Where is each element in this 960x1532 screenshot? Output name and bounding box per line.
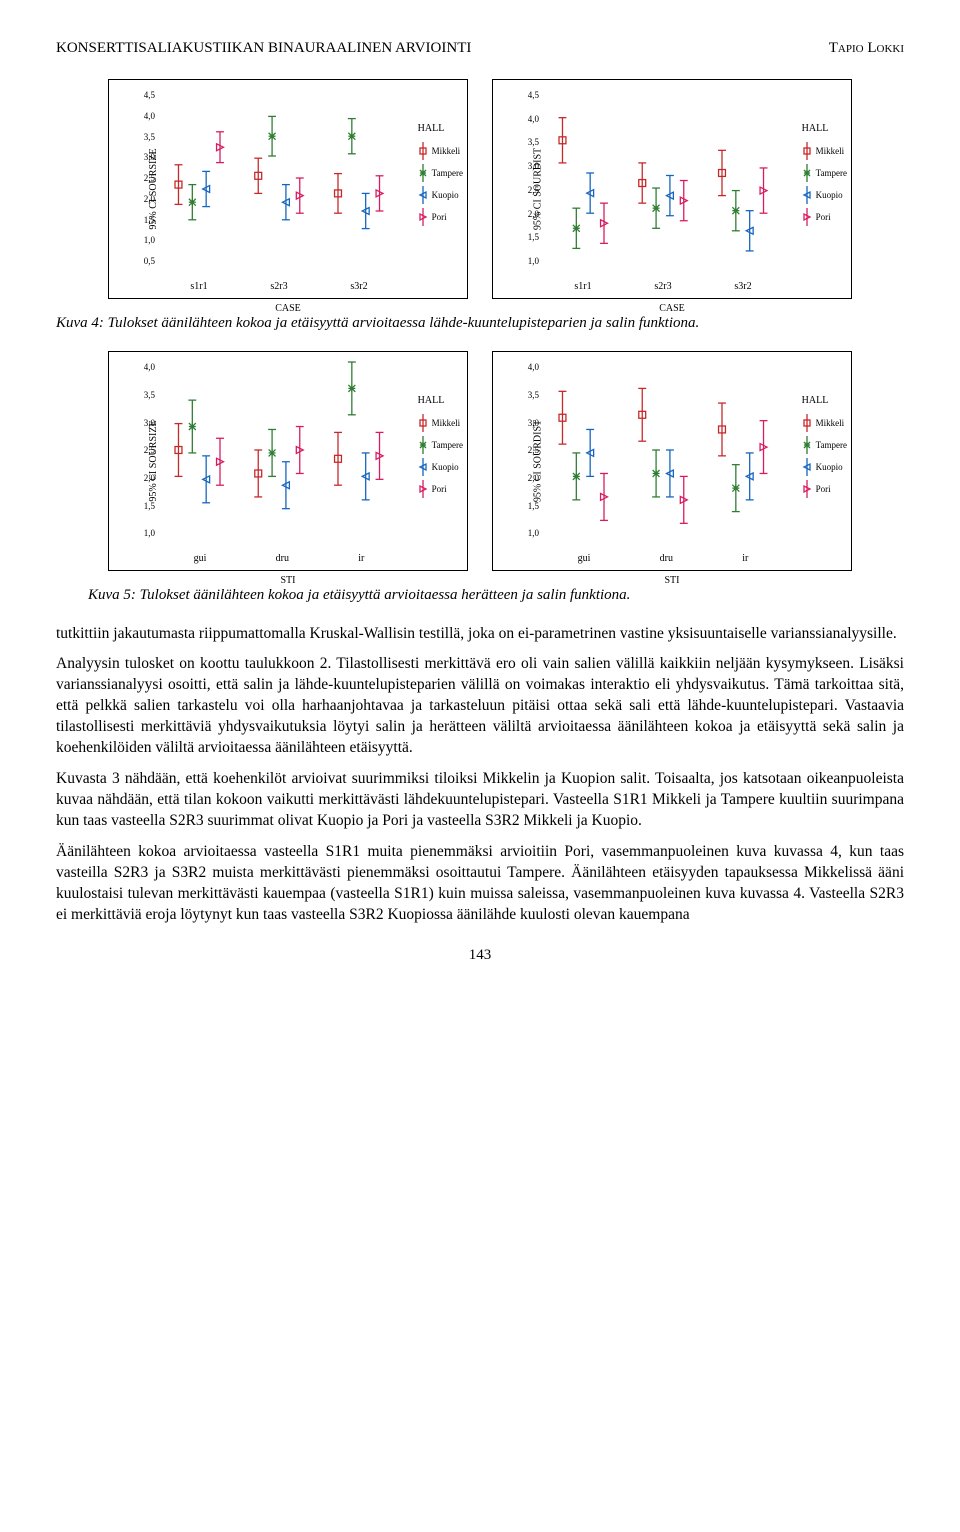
chart-legend: HALL Mikkeli Tampere Kuopio Pori (802, 392, 847, 500)
y-ticks: 4,03,53,02,52,01,51,0 (135, 362, 155, 538)
paragraph: Analyysin tulosket on koottu taulukkoon … (56, 654, 904, 759)
x-axis-label: CASE (659, 303, 685, 314)
error-bar (202, 171, 210, 206)
error-bar (746, 453, 754, 500)
chart-panel: 95% CI SOURDIST 4,54,03,53,02,52,01,51,0 (492, 79, 852, 299)
error-bar (362, 453, 370, 500)
error-bar (254, 450, 262, 497)
error-bar (348, 362, 356, 415)
figure-5-row: 95% CI SOURSIZE 4,03,53,02,52,01,51,0 (56, 351, 904, 571)
y-ticks: 4,03,53,02,52,01,51,0 (519, 362, 539, 538)
body-text: tutkittiin jakautumasta riippumattomalla… (56, 624, 904, 926)
header-left: KONSERTTISALIAKUSTIIKAN BINAURAALINEN AR… (56, 40, 471, 57)
error-bar (348, 119, 356, 154)
error-bar (268, 116, 276, 156)
error-bar (202, 456, 210, 503)
error-bar (376, 176, 384, 211)
error-bar (652, 188, 660, 228)
error-bar (268, 430, 276, 477)
error-bar (586, 173, 594, 213)
error-bar (760, 168, 768, 213)
chart-legend: HALL Mikkeli Tampere Kuopio Pori (802, 120, 847, 228)
error-bar (175, 424, 183, 477)
error-bar (376, 433, 384, 480)
page-number: 143 (56, 947, 904, 964)
error-bar (638, 389, 646, 442)
error-bar (718, 403, 726, 456)
error-bar (572, 208, 580, 248)
error-bar (188, 185, 196, 220)
y-ticks: 4,54,03,53,02,52,01,51,0 (519, 90, 539, 266)
error-bar (600, 474, 608, 521)
error-bar (652, 450, 660, 497)
x-ticks: guidruir (159, 553, 399, 564)
error-bar (334, 433, 342, 486)
x-axis-label: STI (665, 575, 680, 586)
error-bar (586, 430, 594, 477)
x-ticks: s1r1s2r3s3r2 (543, 281, 783, 292)
x-axis-label: CASE (275, 303, 301, 314)
error-bar (282, 185, 290, 220)
error-bar (175, 165, 183, 205)
y-ticks: 4,54,03,53,02,52,01,51,00,5 (135, 90, 155, 266)
x-axis-label: STI (281, 575, 296, 586)
error-bar (362, 193, 370, 228)
error-bar (732, 191, 740, 231)
error-bar (718, 150, 726, 195)
error-bar (296, 427, 304, 474)
error-bar (216, 132, 224, 163)
error-bar (666, 450, 674, 497)
error-bar (216, 439, 224, 486)
error-bar (680, 181, 688, 221)
error-bar (334, 174, 342, 214)
x-ticks: s1r1s2r3s3r2 (159, 281, 399, 292)
error-bar (600, 203, 608, 243)
paragraph: Äänilähteen kokoa arvioitaessa vasteella… (56, 842, 904, 926)
error-bar (732, 465, 740, 512)
error-bar (666, 175, 674, 215)
error-bar (188, 400, 196, 453)
error-bar (680, 477, 688, 524)
paragraph: tutkittiin jakautumasta riippumattomalla… (56, 624, 904, 645)
chart-panel: 95% CI SOURSIZE 4,54,03,53,02,52,01,51,0… (108, 79, 468, 299)
chart-legend: HALL Mikkeli Tampere Kuopio Pori (418, 392, 463, 500)
paragraph: Kuvasta 3 nähdään, että koehenkilöt arvi… (56, 769, 904, 832)
header-right: Tapio Lokki (829, 40, 904, 57)
figure-4-caption: Kuva 4: Tulokset äänilähteen kokoa ja et… (56, 313, 904, 333)
error-bar (282, 462, 290, 509)
chart-panel: 95% CI SOURSIZE 4,03,53,02,52,01,51,0 (108, 351, 468, 571)
error-bar (254, 158, 262, 193)
error-bar (559, 118, 567, 163)
error-bar (296, 178, 304, 213)
x-ticks: guidruir (543, 553, 783, 564)
error-bar (746, 211, 754, 251)
error-bar (760, 421, 768, 474)
running-header: KONSERTTISALIAKUSTIIKAN BINAURAALINEN AR… (56, 40, 904, 57)
chart-legend: HALL Mikkeli Tampere Kuopio Pori (418, 120, 463, 228)
figure-4-row: 95% CI SOURSIZE 4,54,03,53,02,52,01,51,0… (56, 79, 904, 299)
error-bar (559, 392, 567, 445)
error-bar (638, 163, 646, 203)
figure-5-caption: Kuva 5: Tulokset äänilähteen kokoa ja et… (88, 585, 872, 605)
error-bar (572, 453, 580, 500)
chart-panel: 95% CI SOURDIST 4,03,53,02,52,01,51,0 (492, 351, 852, 571)
